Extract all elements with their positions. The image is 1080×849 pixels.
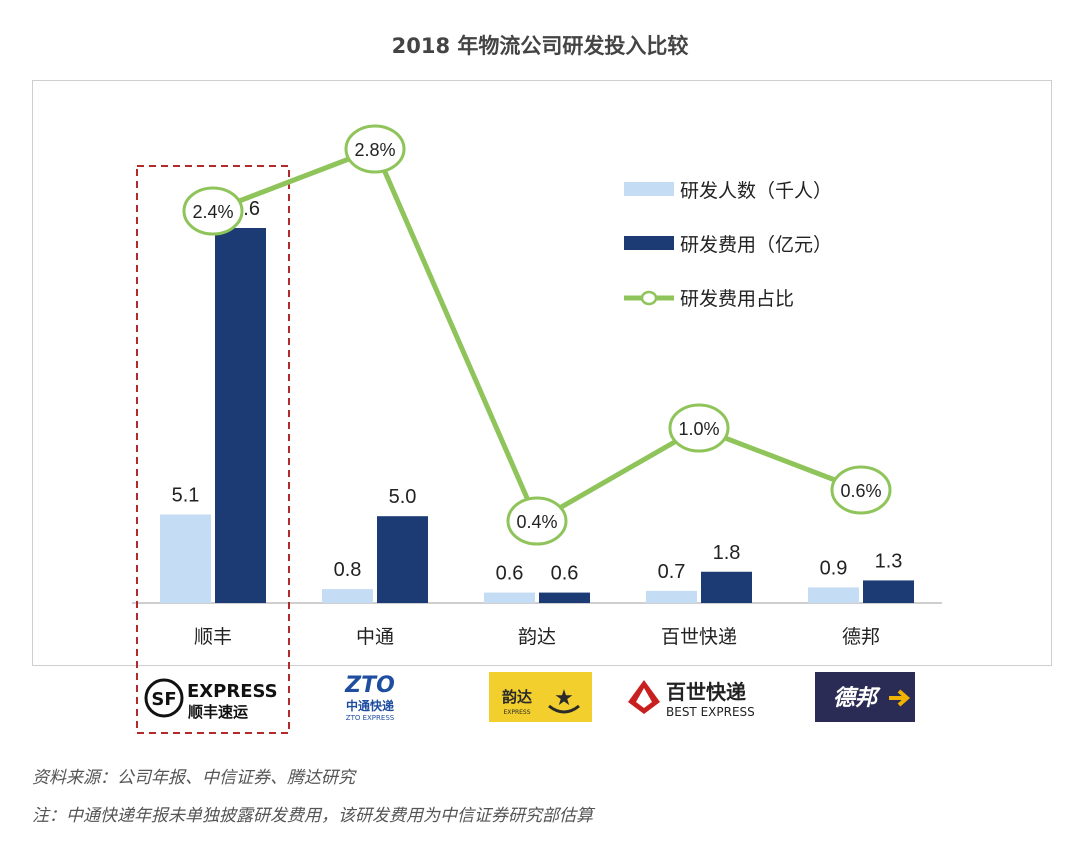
zto-logo-sub: 中通快递 [346, 698, 394, 713]
pct-marker-4 [830, 465, 892, 515]
best-logo-sub: BEST EXPRESS [666, 705, 755, 719]
bar-staff-4 [808, 587, 859, 603]
bar-expense-0 [215, 228, 266, 603]
bar-label-expense-3: 1.8 [713, 542, 741, 564]
best-logo-main: 百世快递 [666, 680, 746, 704]
bar-expense-2 [539, 592, 590, 603]
bar-expense-3 [701, 571, 752, 603]
bar-expense-1 [377, 516, 428, 603]
sf-express-logo: SF EXPRESS 顺丰速运 [142, 672, 282, 722]
bar-label-expense-1: 5.0 [389, 486, 417, 508]
category-label-2: 韵达 [518, 626, 556, 648]
yunda-logo: 韵达 EXPRESS ★ [489, 672, 592, 722]
legend-swatch-0 [624, 182, 674, 196]
pct-marker-2 [506, 496, 568, 546]
svg-text:★: ★ [554, 686, 574, 711]
yunda-logo-main: 韵达 [502, 688, 532, 706]
bar-label-staff-3: 0.7 [658, 561, 686, 583]
source-note: 资料来源：公司年报、中信证券、腾达研究 [32, 768, 355, 788]
category-label-0: 顺丰 [194, 626, 232, 648]
bar-label-staff-1: 0.8 [334, 559, 362, 581]
pct-label-1: 2.8% [354, 140, 395, 160]
sf-logo-sub: 顺丰速运 [188, 703, 248, 721]
highlight-box [136, 165, 290, 734]
zto-logo-main: ZTO [344, 673, 395, 698]
yunda-logo-small: EXPRESS [503, 709, 530, 716]
bar-staff-0 [160, 514, 211, 603]
plot-frame [32, 80, 1052, 666]
bar-label-staff-0: 5.1 [172, 484, 200, 506]
legend-label-0: 研发人数（千人） [680, 180, 832, 202]
best-express-logo: 百世快递 BEST EXPRESS [626, 672, 776, 722]
pct-label-0: 2.4% [192, 202, 233, 222]
category-label-4: 德邦 [842, 626, 880, 648]
bar-label-staff-4: 0.9 [820, 557, 848, 579]
footnote: 注：中通快递年报未单独披露研发费用，该研发费用为中信证券研究部估算 [32, 806, 593, 826]
pct-marker-3 [668, 403, 730, 453]
sf-logo-main: EXPRESS [187, 681, 278, 702]
pct-line [212, 146, 862, 524]
category-label-3: 百世快递 [661, 626, 737, 648]
bar-staff-3 [646, 590, 697, 603]
bar-expense-4 [863, 580, 914, 603]
bar-label-expense-2: 0.6 [551, 563, 579, 585]
legend-swatch-1 [624, 236, 674, 250]
bar-staff-2 [484, 592, 535, 603]
pct-marker-1 [344, 124, 406, 174]
deppon-logo: 德邦 [815, 672, 915, 722]
pct-marker-0 [182, 186, 244, 236]
legend-label-1: 研发费用（亿元） [680, 234, 832, 256]
legend-swatch-marker [640, 290, 658, 306]
bar-staff-1 [322, 589, 373, 603]
pct-label-3: 1.0% [678, 419, 719, 439]
svg-text:SF: SF [151, 689, 176, 710]
deppon-logo-main: 德邦 [833, 686, 881, 711]
chart-title: 2018 年物流公司研发投入比较 [391, 34, 689, 58]
category-label-1: 中通 [356, 626, 394, 648]
bar-label-expense-4: 1.3 [875, 550, 903, 572]
zto-logo: ZTO 中通快递 ZTO EXPRESS [330, 672, 410, 722]
pct-label-2: 0.4% [516, 512, 557, 532]
legend-label-2: 研发费用占比 [680, 288, 794, 310]
pct-label-4: 0.6% [840, 481, 881, 501]
bar-label-staff-2: 0.6 [496, 563, 524, 585]
zto-logo-small: ZTO EXPRESS [346, 714, 395, 722]
